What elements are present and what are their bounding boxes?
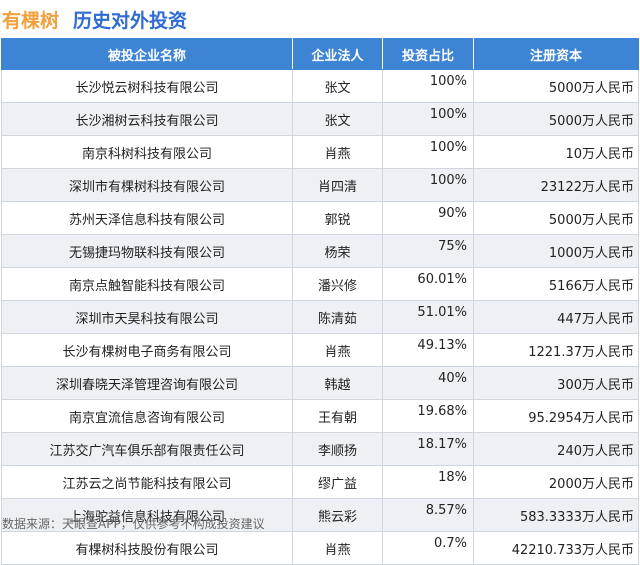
ratio-cell: 100% [382,135,474,169]
ratio-cell: 18.17% [382,432,474,466]
company-name-cell: 南京科树科技有限公司 [1,135,293,169]
page-header: 有棵树 历史对外投资 [0,0,640,38]
company-name-cell: 上海驼益信息科技有限公司 [1,498,293,532]
page-title: 历史对外投资 [73,9,188,32]
legal-rep-cell: 潘兴修 [292,267,383,301]
capital-cell: 240万人民币 [473,432,639,466]
ratio-cell: 49.13% [382,333,474,367]
ratio-cell: 100% [382,69,474,103]
table-row: 南京科树科技有限公司 肖燕 100% 10万人民币 [1,135,639,169]
ratio-cell: 40% [382,366,474,400]
ratio-cell: 100% [382,102,474,136]
company-name-cell: 长沙悦云树科技有限公司 [1,69,293,103]
legal-rep-cell: 杨荣 [292,234,383,268]
capital-cell: 42210.733万人民币 [473,531,639,565]
legal-rep-cell: 张文 [292,69,383,103]
company-name-cell: 南京宜流信息咨询有限公司 [1,399,293,433]
capital-cell: 447万人民币 [473,300,639,334]
company-name-cell: 长沙湘树云科技有限公司 [1,102,293,136]
capital-cell: 10万人民币 [473,135,639,169]
table-row: 深圳市有棵树科技有限公司 肖四清 100% 23122万人民币 [1,168,639,202]
table-row: 长沙悦云树科技有限公司 张文 100% 5000万人民币 [1,69,639,103]
legal-rep-cell: 李顺扬 [292,432,383,466]
ratio-cell: 90% [382,201,474,235]
capital-cell: 5166万人民币 [473,267,639,301]
legal-rep-cell: 韩越 [292,366,383,400]
table-row: 长沙有棵树电子商务有限公司 肖燕 49.13% 1221.37万人民币 [1,333,639,367]
table-row: 南京宜流信息咨询有限公司 王有朝 19.68% 95.2954万人民币 [1,399,639,433]
table-row: 南京点触智能科技有限公司 潘兴修 60.01% 5166万人民币 [1,267,639,301]
company-name-cell: 长沙有棵树电子商务有限公司 [1,333,293,367]
ratio-cell: 51.01% [382,300,474,334]
ratio-cell: 75% [382,234,474,268]
capital-cell: 5000万人民币 [473,69,639,103]
legal-rep-cell: 张文 [292,102,383,136]
legal-rep-cell: 肖四清 [292,168,383,202]
capital-cell: 95.2954万人民币 [473,399,639,433]
ratio-cell: 100% [382,168,474,202]
table-row: 有棵树科技股份有限公司 肖燕 0.7% 42210.733万人民币 [1,531,639,565]
table-row: 深圳市天昊科技有限公司 陈清茹 51.01% 447万人民币 [1,300,639,334]
column-header-capital: 注册资本 [473,38,639,70]
table-row: 江苏交广汽车俱乐部有限责任公司 李顺扬 18.17% 240万人民币 [1,432,639,466]
company-name-cell: 苏州天泽信息科技有限公司 [1,201,293,235]
company-name-cell: 无锡捷玛物联科技有限公司 [1,234,293,268]
legal-rep-cell: 肖燕 [292,135,383,169]
ratio-cell: 0.7% [382,531,474,565]
table-row: 无锡捷玛物联科技有限公司 杨荣 75% 1000万人民币 [1,234,639,268]
capital-cell: 5000万人民币 [473,102,639,136]
capital-cell: 1221.37万人民币 [473,333,639,367]
ratio-cell: 8.57% [382,498,474,532]
capital-cell: 2000万人民币 [473,465,639,499]
legal-rep-cell: 缪广益 [292,465,383,499]
company-name-cell: 深圳市有棵树科技有限公司 [1,168,293,202]
data-source-note: 数据来源：天眼查APP，仅供参考不构成投资建议 [2,517,265,531]
ratio-cell: 19.68% [382,399,474,433]
company-name-cell: 有棵树科技股份有限公司 [1,531,293,565]
column-header-legal-rep: 企业法人 [292,38,383,70]
table-row: 苏州天泽信息科技有限公司 郭锐 90% 5000万人民币 [1,201,639,235]
capital-cell: 5000万人民币 [473,201,639,235]
company-name-cell: 南京点触智能科技有限公司 [1,267,293,301]
company-name-cell: 江苏交广汽车俱乐部有限责任公司 [1,432,293,466]
table-body: 长沙悦云树科技有限公司 张文 100% 5000万人民币 长沙湘树云科技有限公司… [1,69,639,565]
investment-table: 被投企业名称 企业法人 投资占比 注册资本 长沙悦云树科技有限公司 张文 100… [1,38,639,565]
company-name: 有棵树 [2,9,60,32]
column-header-ratio: 投资占比 [382,38,474,70]
capital-cell: 583.3333万人民币 [473,498,639,532]
legal-rep-cell: 肖燕 [292,333,383,367]
legal-rep-cell: 陈清茹 [292,300,383,334]
table-header-row: 被投企业名称 企业法人 投资占比 注册资本 [1,38,639,70]
capital-cell: 23122万人民币 [473,168,639,202]
legal-rep-cell: 熊云彩 [292,498,383,532]
table-row: 深圳春晓天泽管理咨询有限公司 韩越 40% 300万人民币 [1,366,639,400]
table-row: 长沙湘树云科技有限公司 张文 100% 5000万人民币 [1,102,639,136]
company-name-cell: 深圳春晓天泽管理咨询有限公司 [1,366,293,400]
company-name-cell: 深圳市天昊科技有限公司 [1,300,293,334]
column-header-company: 被投企业名称 [1,38,293,70]
company-name-cell: 江苏云之尚节能科技有限公司 [1,465,293,499]
capital-cell: 300万人民币 [473,366,639,400]
legal-rep-cell: 郭锐 [292,201,383,235]
legal-rep-cell: 王有朝 [292,399,383,433]
capital-cell: 1000万人民币 [473,234,639,268]
legal-rep-cell: 肖燕 [292,531,383,565]
ratio-cell: 60.01% [382,267,474,301]
table-row: 江苏云之尚节能科技有限公司 缪广益 18% 2000万人民币 [1,465,639,499]
investment-table-container: 被投企业名称 企业法人 投资占比 注册资本 长沙悦云树科技有限公司 张文 100… [1,38,639,565]
ratio-cell: 18% [382,465,474,499]
table-row: 上海驼益信息科技有限公司 熊云彩 8.57% 583.3333万人民币 [1,498,639,532]
